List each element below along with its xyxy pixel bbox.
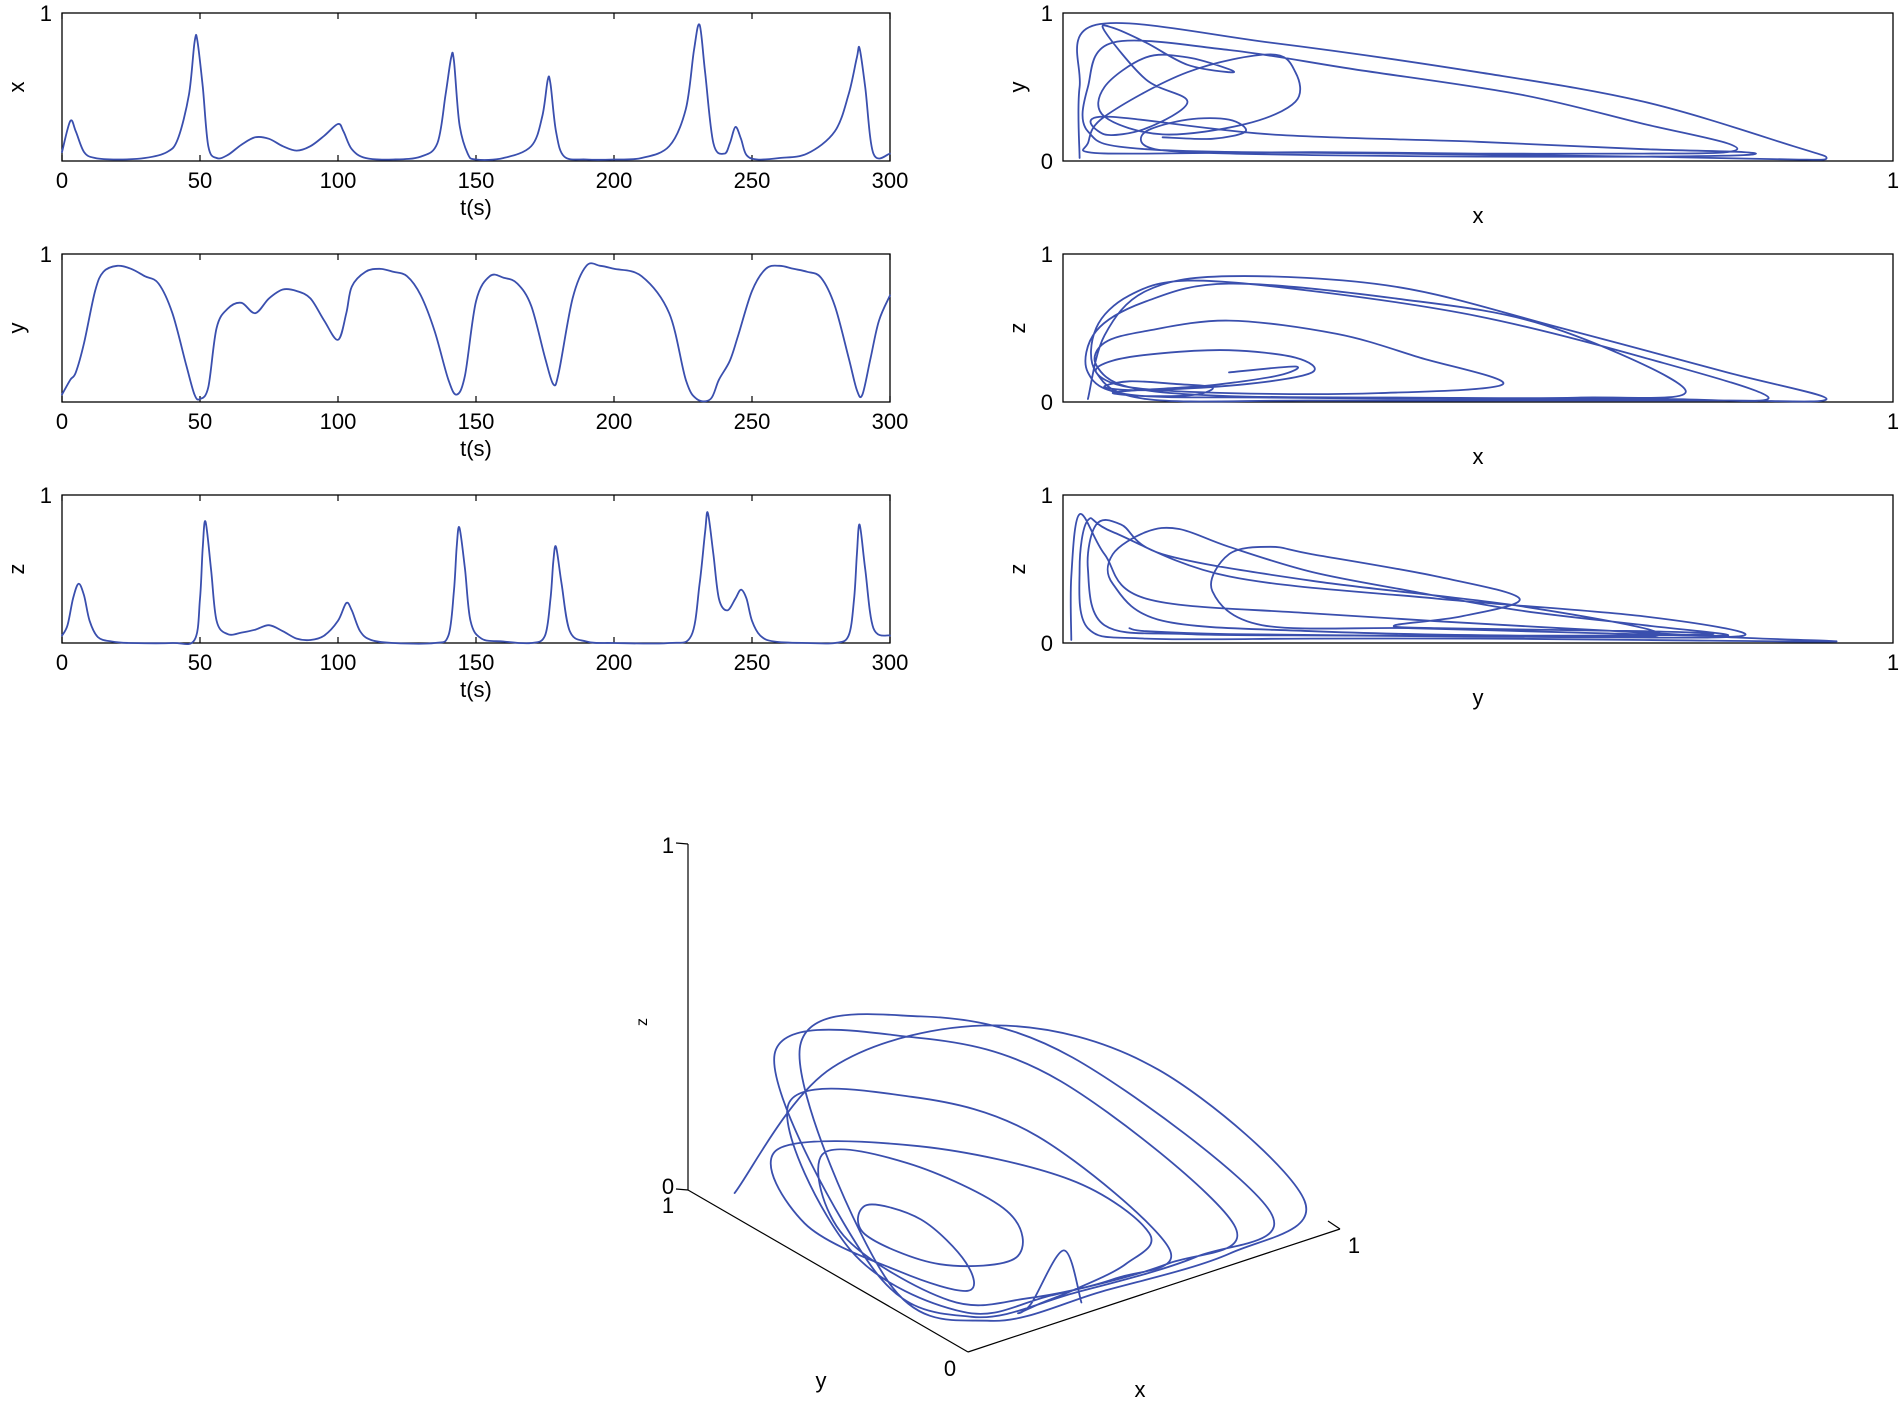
y-axis-label: z — [4, 564, 29, 575]
x-tick-label: 0 — [56, 650, 68, 675]
x-tick-label: 100 — [320, 168, 357, 193]
series-line-phase-xz — [1084, 275, 1828, 403]
series-line-phase-yz — [1069, 513, 1838, 643]
x-tick-label: 100 — [320, 650, 357, 675]
series-line-attractor-3d — [733, 1013, 1308, 1322]
x-tick-label: 200 — [596, 409, 633, 434]
y-tick-label: 1 — [1041, 1, 1053, 26]
chart-ts-y: 0 50 100 150 200 250 300 1 t(s) y — [4, 242, 908, 461]
x-tick-label: 50 — [188, 168, 212, 193]
x-tick-label: 50 — [188, 650, 212, 675]
axes-frame — [61, 12, 891, 162]
chart-phase-yz: 1 0 1 y z — [1005, 483, 1899, 710]
axes-frame — [1062, 253, 1894, 403]
x-tick-label: 1 — [1348, 1233, 1360, 1258]
chart-ts-z: 0 50 100 150 200 250 300 1 t(s) z — [4, 483, 908, 702]
x-tick-label: 250 — [734, 168, 771, 193]
axes-frame — [61, 253, 891, 403]
chart-ts-x: 0 50 100 150 200 250 300 1 t(s) x — [4, 1, 908, 220]
z-tick-label: 1 — [662, 833, 674, 858]
y-tick-label: 1 — [1041, 483, 1053, 508]
x-axis-label: x — [1135, 1377, 1146, 1402]
y-tick-mark — [675, 1188, 689, 1191]
y-tick-label: 0 — [1041, 631, 1053, 656]
x-tick-label: 0 — [56, 409, 68, 434]
x-axis-label: x — [1473, 444, 1484, 469]
z-tick-label: 0 — [662, 1174, 674, 1199]
x-tick-label: 300 — [872, 168, 909, 193]
x-tick-label: 0 — [56, 168, 68, 193]
x-tick-label: 150 — [458, 409, 495, 434]
y-tick-label: 0 — [1041, 149, 1053, 174]
y-tick-label: 1 — [40, 1, 52, 26]
series-line-phase-xy — [1076, 22, 1828, 161]
y-tick-label: 0 — [1041, 390, 1053, 415]
axes-frame — [61, 494, 891, 644]
y-axis-label: z — [1005, 323, 1030, 334]
series-line-ts-x — [61, 23, 891, 161]
x-tick-label: 1 — [1887, 409, 1899, 434]
x-tick-label: 1 — [1887, 650, 1899, 675]
x-axis-label: x — [1473, 203, 1484, 228]
z-tick-mark — [675, 842, 689, 845]
x-tick-label: 300 — [872, 650, 909, 675]
x-tick-label: 200 — [596, 168, 633, 193]
x-tick-label: 1 — [1887, 168, 1899, 193]
x-tick-label: 200 — [596, 650, 633, 675]
x-axis-line — [967, 1228, 1341, 1353]
x-tick-label: 150 — [458, 168, 495, 193]
y-axis-label: y — [1005, 82, 1030, 93]
y-axis-label: x — [4, 82, 29, 93]
x-tick-label: 150 — [458, 650, 495, 675]
series-line-ts-z — [61, 511, 891, 645]
y-tick-label: 1 — [40, 483, 52, 508]
series-line-ts-y — [61, 262, 891, 403]
y-axis-label: y — [816, 1368, 827, 1393]
x-tick-label: 100 — [320, 409, 357, 434]
x-tick-label: 250 — [734, 650, 771, 675]
axes-frame — [1062, 12, 1894, 162]
x-tick-label: 0 — [944, 1356, 956, 1381]
x-tick-label: 50 — [188, 409, 212, 434]
x-axis-label: t(s) — [460, 436, 492, 461]
y-axis-label: z — [1005, 564, 1030, 575]
x-axis-label: t(s) — [460, 677, 492, 702]
z-axis-label: z — [634, 1018, 651, 1026]
y-tick-label: 1 — [40, 242, 52, 267]
x-axis-label: y — [1473, 685, 1484, 710]
chart-phase-xz: 1 0 1 x z — [1005, 242, 1899, 469]
x-tick-label: 250 — [734, 409, 771, 434]
y-tick-label: 1 — [1041, 242, 1053, 267]
axes-frame — [1062, 494, 1894, 644]
y-tick-label: 1 — [662, 1193, 674, 1218]
y-axis-label: y — [4, 323, 29, 334]
y-axis-line — [687, 1189, 969, 1353]
x-tick-label: 300 — [872, 409, 909, 434]
chart-phase-xy: 1 0 1 x y — [1005, 1, 1899, 228]
x-tick-mark — [1327, 1220, 1341, 1230]
x-axis-label: t(s) — [460, 195, 492, 220]
